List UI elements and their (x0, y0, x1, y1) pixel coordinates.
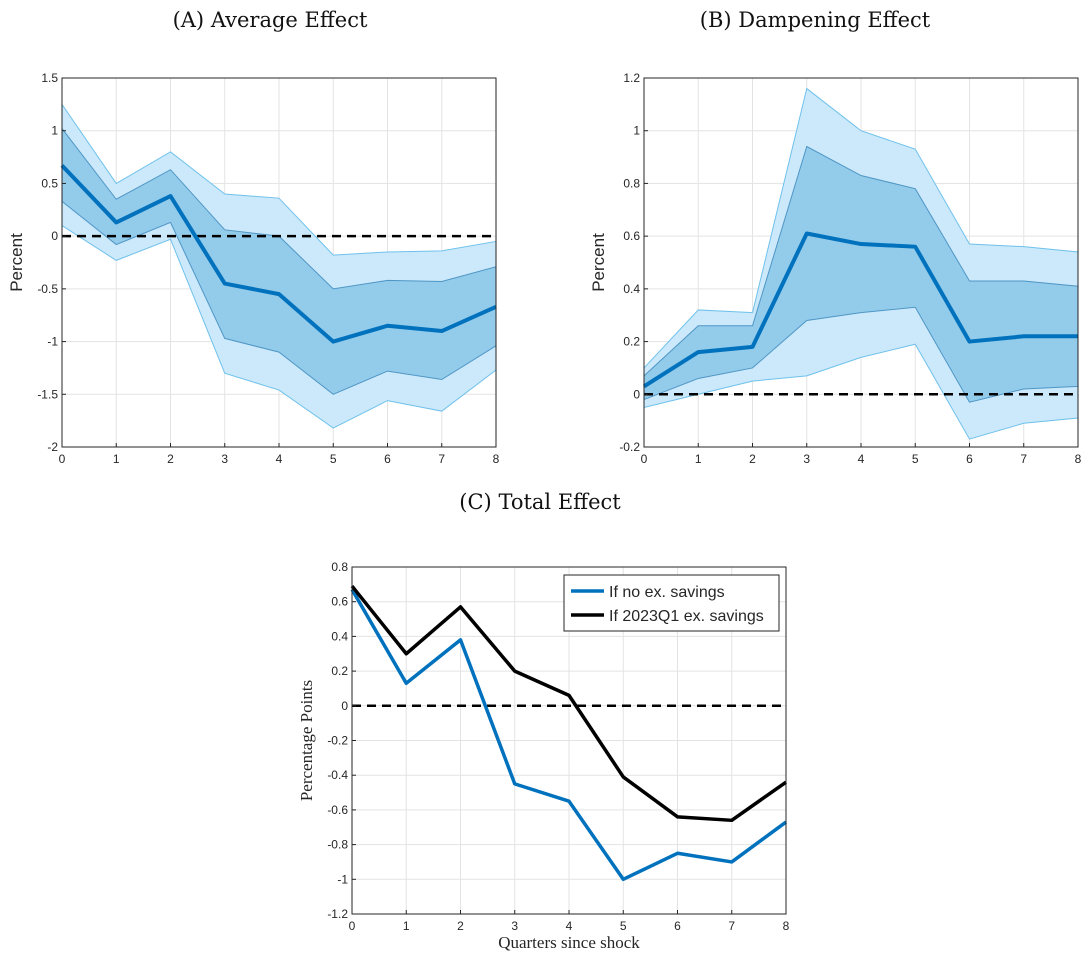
y-tick-label: 0.5 (41, 176, 58, 190)
y-tick-label: -1 (337, 872, 348, 886)
y-axis-label: Percent (589, 233, 608, 292)
panel-c-title: (C) Total Effect (310, 490, 770, 514)
x-tick-label: 5 (620, 919, 627, 933)
x-tick-label: 0 (349, 919, 356, 933)
y-tick-label: -0.8 (327, 838, 348, 852)
y-tick-label: 0.6 (331, 595, 348, 609)
x-tick-label: 6 (966, 452, 973, 466)
x-tick-label: 1 (403, 919, 410, 933)
x-axis-label: Quarters since shock (498, 933, 640, 952)
y-tick-label: 0.2 (623, 335, 640, 349)
x-tick-label: 4 (276, 452, 283, 466)
x-tick-label: 7 (1020, 452, 1027, 466)
legend-entry: If 2023Q1 ex. savings (609, 608, 764, 625)
series-line-1 (350, 584, 788, 823)
panel-a-title-prefix: (A) (172, 8, 205, 32)
x-tick-label: 3 (221, 452, 228, 466)
y-tick-label: -1 (47, 335, 58, 349)
x-tick-label: 3 (511, 919, 518, 933)
panel-dampening-effect: (B) Dampening Effect 0 1 2 3 4 5 6 7 8 -0.2 0 0.2 0.… (540, 0, 1085, 489)
y-tick-label: 1 (633, 124, 640, 138)
y-tick-label: 0.8 (623, 176, 640, 190)
y-tick-label: -0.2 (619, 440, 640, 454)
series-line-0 (642, 231, 1078, 389)
x-tick-label: 2 (167, 452, 174, 466)
y-tick-label: -0.4 (327, 768, 348, 782)
y-tick-label: -1.5 (37, 387, 58, 401)
x-tick-label: 0 (59, 452, 66, 466)
y-tick-label: 1 (51, 124, 58, 138)
x-tick-label: 8 (493, 452, 500, 466)
x-tick-label: 8 (783, 919, 790, 933)
x-tick-label: 7 (438, 452, 445, 466)
x-tick-label: 5 (912, 452, 919, 466)
y-tick-label: 0 (341, 699, 348, 713)
legend-box (563, 574, 780, 632)
y-tick-label: 0 (633, 387, 640, 401)
x-tick-label: 6 (674, 919, 681, 933)
x-tick-label: 7 (728, 919, 735, 933)
x-tick-label: 1 (695, 452, 702, 466)
y-tick-label: 1.5 (41, 71, 58, 85)
x-tick-label: 3 (803, 452, 810, 466)
y-tick-label: -1.2 (327, 907, 348, 921)
panel-total-effect: (C) Total Effect 0 1 2 3 4 5 6 7 8 -1.2 -1 -0.8 -0.6… (240, 478, 840, 959)
y-tick-label: 1.2 (623, 71, 640, 85)
y-tick-label: 0.4 (331, 629, 348, 643)
y-tick-label: 0.2 (331, 664, 348, 678)
legend-entry: If no ex. savings (609, 584, 725, 601)
series-line-0 (60, 164, 497, 344)
panel-b-title-prefix: (B) (699, 8, 732, 32)
panel-b-title: (B) Dampening Effect (585, 8, 1045, 32)
y-tick-label: 0 (51, 229, 58, 243)
panel-a-title: (A) Average Effect (40, 8, 500, 32)
x-tick-label: 6 (384, 452, 391, 466)
panel-average-effect: (A) Average Effect 0 1 2 3 4 5 6 7 8 -2 -1.5 -1 -0.5… (0, 0, 540, 489)
legend: If no ex. savings If 2023Q1 ex. savings (563, 574, 780, 632)
x-tick-label: 8 (1075, 452, 1082, 466)
y-tick-label: 0.6 (623, 229, 640, 243)
x-tick-label: 0 (641, 452, 648, 466)
y-tick-label: -2 (47, 440, 58, 454)
x-tick-label: 1 (113, 452, 120, 466)
y-tick-label: 0.4 (623, 282, 640, 296)
x-tick-label: 4 (566, 919, 573, 933)
panel-c-title-prefix: (C) (459, 490, 492, 514)
y-tick-label: -0.2 (327, 734, 348, 748)
panel-b-title-text: Dampening Effect (738, 8, 931, 32)
panel-a-title-text: Average Effect (210, 8, 368, 32)
x-tick-label: 2 (749, 452, 756, 466)
y-tick-label: -0.6 (327, 803, 348, 817)
series-line-0 (350, 588, 788, 882)
y-axis-label: Percent (7, 233, 26, 292)
x-tick-label: 4 (858, 452, 865, 466)
chart-total-effect: 0 1 2 3 4 5 6 7 8 -1.2 -1 -0.8 -0.6 -0.4 -0.2 0 0.2 0.4 0.… (297, 560, 790, 952)
y-tick-label: -0.5 (37, 282, 58, 296)
y-axis-label: Percentage Points (297, 680, 316, 801)
x-tick-label: 5 (330, 452, 337, 466)
x-tick-label: 2 (457, 919, 464, 933)
y-tick-label: 0.8 (331, 560, 348, 574)
panel-c-title-text: Total Effect (498, 490, 621, 514)
